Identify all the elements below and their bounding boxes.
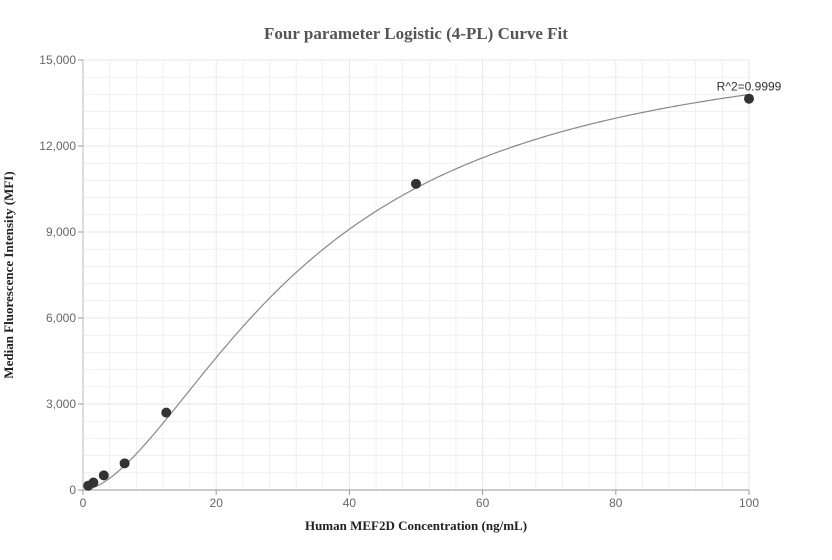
x-tick-label: 20 bbox=[210, 496, 224, 510]
y-ticks: 0 3,000 6,000 9,000 12,000 15,000 bbox=[39, 53, 83, 497]
y-tick-label: 12,000 bbox=[39, 139, 76, 153]
data-point bbox=[88, 477, 99, 488]
axes bbox=[82, 60, 749, 491]
chart-title: Four parameter Logistic (4-PL) Curve Fit bbox=[264, 24, 568, 43]
x-tick-label: 40 bbox=[343, 496, 357, 510]
data-point bbox=[411, 178, 421, 189]
y-tick-label: 9,000 bbox=[46, 225, 76, 239]
y-tick-label: 0 bbox=[69, 483, 76, 497]
data-points bbox=[83, 93, 754, 491]
y-tick-label: 15,000 bbox=[39, 53, 76, 67]
data-point bbox=[119, 458, 130, 469]
data-point bbox=[98, 470, 109, 481]
r-squared-annotation: R^2=0.9999 bbox=[717, 80, 782, 94]
x-tick-label: 80 bbox=[609, 496, 623, 510]
data-point bbox=[161, 407, 172, 418]
x-ticks: 0 20 40 60 80 100 bbox=[80, 490, 759, 510]
y-tick-label: 3,000 bbox=[46, 397, 76, 411]
y-axis-label: Median Fluorescence Intensity (MFI) bbox=[1, 171, 16, 378]
fit-curve bbox=[88, 93, 750, 490]
y-tick-label: 6,000 bbox=[46, 311, 76, 325]
x-tick-label: 0 bbox=[80, 496, 87, 510]
x-tick-label: 60 bbox=[476, 496, 490, 510]
data-point bbox=[744, 93, 754, 104]
x-axis-label: Human MEF2D Concentration (ng/mL) bbox=[305, 518, 527, 533]
x-tick-label: 100 bbox=[739, 496, 759, 510]
grid bbox=[83, 59, 750, 490]
